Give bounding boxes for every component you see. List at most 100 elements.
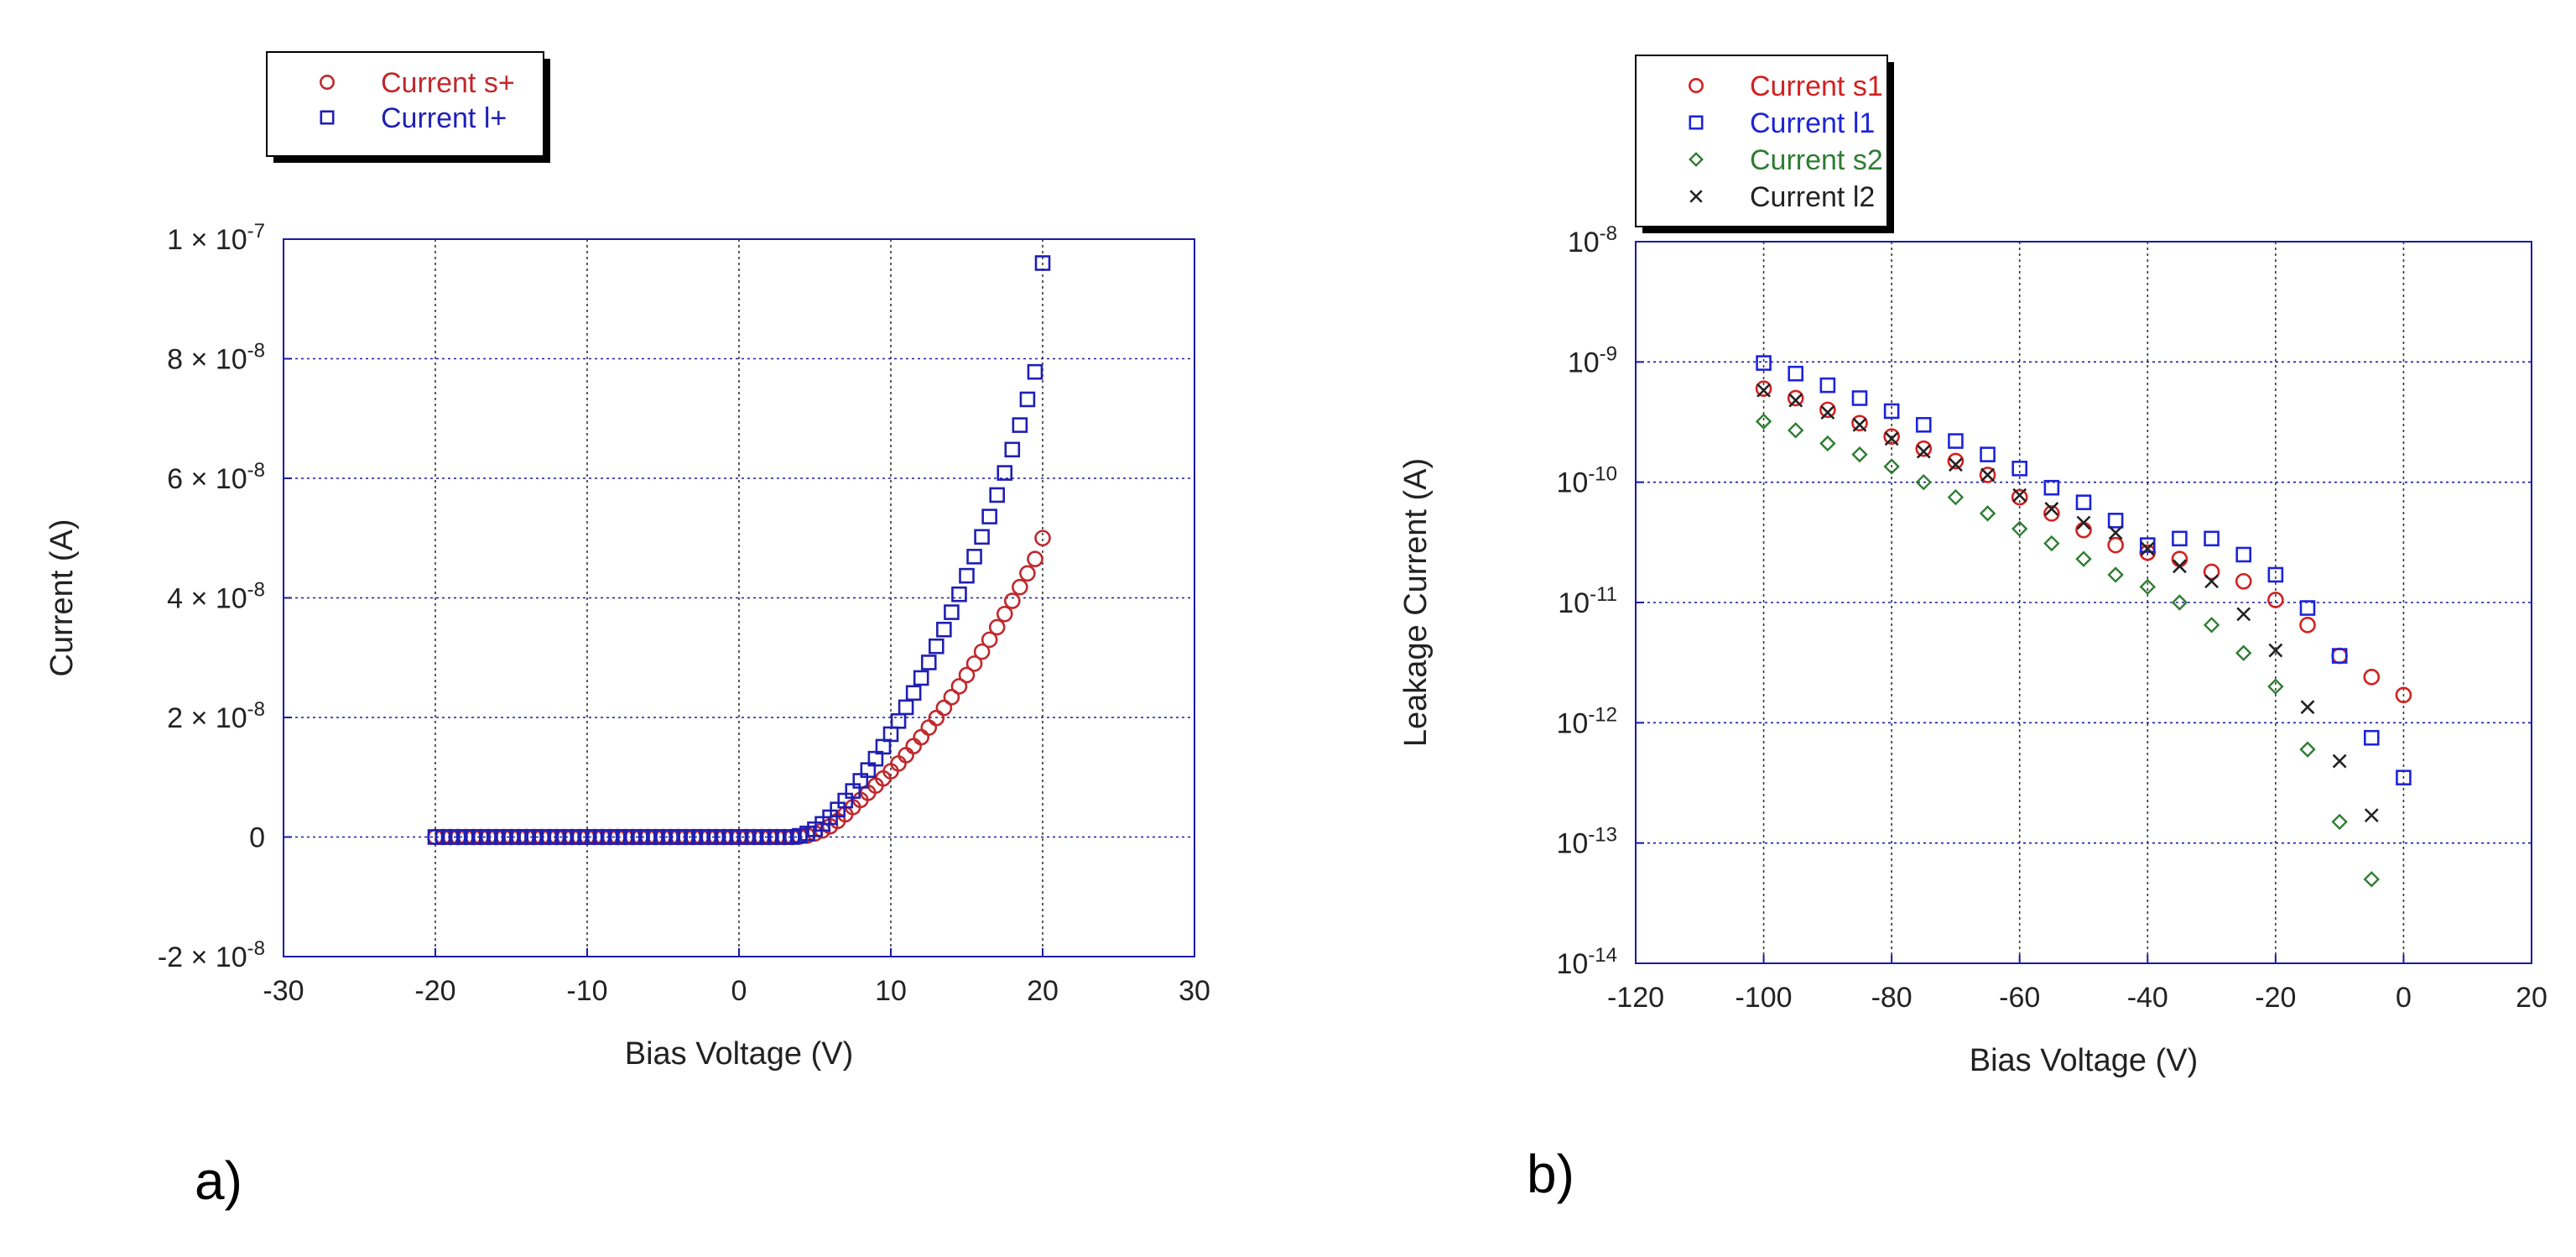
y-axis-label: Leakage Current (A) <box>1398 458 1434 747</box>
data-point <box>2235 644 2252 661</box>
data-point-shape <box>2139 578 2156 596</box>
data-point-shape <box>2043 535 2060 552</box>
y-tick-label: 10-11 <box>1558 583 1617 619</box>
data-point-shape <box>996 605 1013 623</box>
data-point <box>2267 678 2284 695</box>
data-point-shape <box>2012 488 2027 503</box>
data-point-shape <box>1819 401 1836 419</box>
legend-marker <box>1689 115 1704 130</box>
data-point-shape <box>965 655 983 672</box>
data-point-shape <box>2140 541 2155 556</box>
data-point <box>2299 741 2316 758</box>
data-point <box>1915 473 1932 491</box>
y-axis-label: Current (A) <box>44 519 80 677</box>
data-point-shape <box>2267 678 2284 695</box>
data-point <box>2235 572 2252 590</box>
data-point <box>2363 871 2380 888</box>
legend-marker <box>1689 190 1703 203</box>
x-tick-label: -80 <box>1871 982 1912 1014</box>
data-point <box>1755 380 1772 397</box>
data-point-shape <box>989 487 1005 503</box>
data-point-shape <box>974 529 990 545</box>
data-point-shape <box>1819 435 1836 452</box>
data-point <box>2299 617 2316 634</box>
data-point <box>1004 441 1021 458</box>
legend-marker-shape <box>1689 78 1704 93</box>
data-point <box>2139 537 2156 553</box>
data-point <box>936 621 952 638</box>
data-point <box>1947 452 1965 470</box>
data-point <box>2171 594 2188 611</box>
x-tick-label: 10 <box>875 975 907 1007</box>
data-point <box>2236 607 2251 622</box>
data-point-shape <box>2363 729 2380 746</box>
data-point-shape <box>2044 502 2059 516</box>
data-point-shape <box>2364 808 2379 823</box>
data-point <box>1979 467 1996 483</box>
data-point <box>2173 559 2187 574</box>
data-point-shape <box>2076 515 2091 530</box>
data-point <box>996 605 1013 623</box>
data-point-shape <box>1947 452 1965 470</box>
chart-b: -120 -100 -80 -60 -40 -20 0 20 10-8 10-9 10-10 10-1… <box>1398 55 2547 1078</box>
data-point <box>2299 600 2316 616</box>
data-point-shape <box>2235 644 2252 661</box>
data-point-shape <box>2395 686 2412 704</box>
data-point-shape <box>1884 431 1899 446</box>
data-point <box>1851 446 1868 463</box>
data-point-shape <box>2300 700 2315 715</box>
data-point-shape <box>997 465 1013 481</box>
data-point-shape <box>1915 440 1933 457</box>
data-point <box>920 655 937 670</box>
legend-box <box>266 51 544 157</box>
data-point <box>944 604 960 620</box>
data-point-shape <box>943 688 960 706</box>
data-point <box>2332 754 2347 769</box>
data-point-shape <box>2267 566 2284 583</box>
legend-entry: Current s1 <box>1750 70 1883 102</box>
data-point <box>1915 416 1932 433</box>
legend-entry: Current l+ <box>381 102 507 134</box>
data-point-shape <box>2299 600 2316 616</box>
data-point-shape <box>1916 444 1931 459</box>
data-point-shape <box>1819 377 1836 394</box>
data-point <box>1755 413 1772 430</box>
x-tick-label: 20 <box>1027 975 1059 1007</box>
y-tick-label: 4 × 10-8 <box>167 579 265 615</box>
data-point-shape <box>950 678 968 695</box>
data-point-shape <box>1034 529 1051 547</box>
data-point <box>2107 513 2124 529</box>
data-point-shape <box>951 586 967 602</box>
data-point <box>2204 574 2219 589</box>
data-point <box>2075 494 2092 510</box>
y-tick-label: 1 × 10-7 <box>167 220 265 256</box>
data-point-shape <box>2203 563 2220 581</box>
y-tick-label: 10-13 <box>1556 824 1617 860</box>
data-point-shape <box>988 618 1006 636</box>
data-point-shape <box>1979 505 1996 522</box>
y-tick-label: 2 × 10-8 <box>167 698 265 734</box>
data-point <box>997 465 1013 481</box>
data-point <box>2043 535 2060 552</box>
data-point-shape <box>2299 741 2316 758</box>
data-point <box>905 685 922 702</box>
data-point <box>1916 444 1931 459</box>
x-tick-label: -40 <box>2127 982 2168 1014</box>
data-point-shape <box>1979 467 1996 483</box>
data-point-shape <box>2236 607 2251 622</box>
data-point-shape <box>913 670 929 686</box>
data-point-shape <box>1027 363 1043 380</box>
data-point <box>1949 457 1963 472</box>
data-point <box>2139 578 2156 596</box>
panel-label-b: b) <box>1527 1144 1574 1204</box>
data-point <box>2011 461 2028 477</box>
data-point <box>973 643 991 660</box>
data-point <box>950 678 968 695</box>
legend-marker-shape <box>320 75 335 90</box>
data-point-shape <box>2107 566 2124 583</box>
data-point-shape <box>1852 417 1867 432</box>
data-point <box>1756 355 1772 371</box>
legend-marker <box>320 110 335 125</box>
data-point-shape <box>2011 461 2028 477</box>
